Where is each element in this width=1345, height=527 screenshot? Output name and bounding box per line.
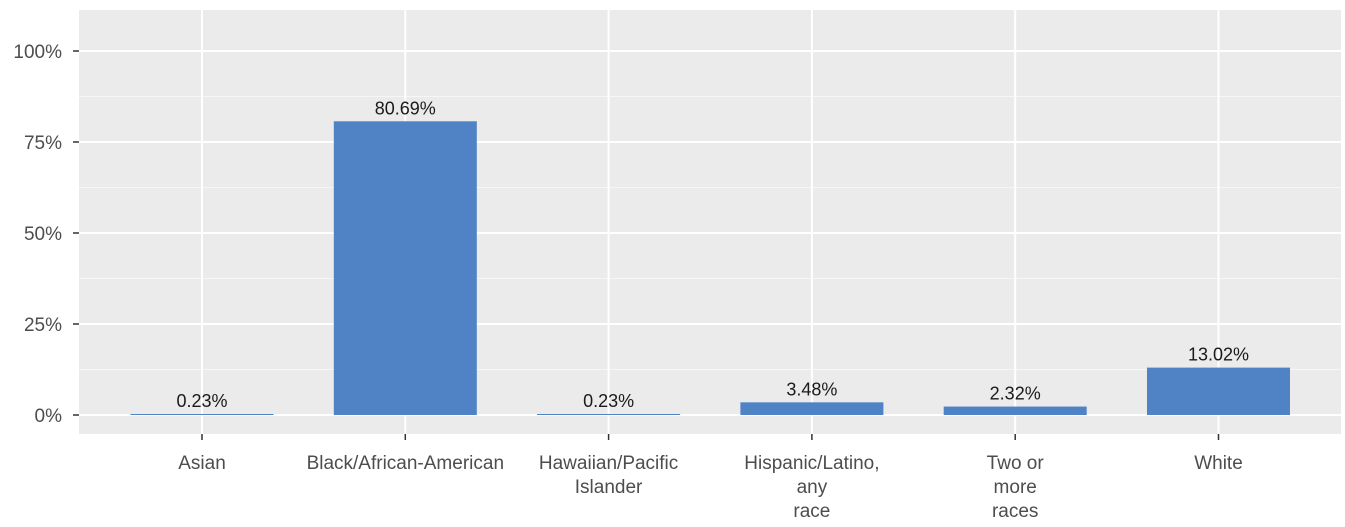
data-label: 0.23% xyxy=(583,391,634,411)
data-label: 2.32% xyxy=(990,384,1041,404)
x-tick-label-line: Two or xyxy=(987,453,1045,474)
plot-panel xyxy=(79,10,1341,434)
x-tick-label-line: Hispanic/Latino, xyxy=(744,453,879,474)
bar xyxy=(537,414,681,415)
x-tick-label: Asian xyxy=(178,453,226,474)
data-label: 80.69% xyxy=(375,98,436,118)
x-tick-label-line: Asian xyxy=(178,453,226,474)
x-tick-label-line: Black/African-American xyxy=(307,453,504,474)
bar xyxy=(943,406,1087,415)
x-tick-label-line: race xyxy=(793,501,830,522)
y-axis: 0% 25% 50% 75% 100% xyxy=(13,42,79,427)
x-tick-label: Black/African-American xyxy=(307,453,504,474)
y-tick-label: 0% xyxy=(35,406,63,427)
data-labels: 0.23% 80.69% 0.23% 3.48% 2.32% 13.02% xyxy=(176,98,1249,411)
y-tick-label: 25% xyxy=(24,315,62,336)
x-tick-label-line: any xyxy=(797,477,828,498)
x-tick-label-line: races xyxy=(992,501,1038,522)
y-tick-label: 75% xyxy=(24,133,62,154)
data-label: 3.48% xyxy=(786,379,837,399)
x-tick-label: White xyxy=(1194,453,1243,474)
x-tick-label: Hispanic/Latino, any race xyxy=(744,453,879,522)
x-tick-label: Two or more races xyxy=(987,453,1045,522)
x-tick-label-line: Hawaiian/Pacific xyxy=(539,453,678,474)
x-tick-label-line: more xyxy=(994,477,1037,498)
x-tick-label-line: Islander xyxy=(575,477,643,498)
bar xyxy=(333,121,477,416)
x-axis: Asian Black/African-American Hawaiian/Paci… xyxy=(178,434,1243,522)
y-tick-label: 100% xyxy=(13,42,62,63)
bar xyxy=(130,414,274,415)
bars xyxy=(130,121,1290,416)
y-tick-label: 50% xyxy=(24,224,62,245)
bar xyxy=(1147,367,1290,415)
bar xyxy=(740,402,884,415)
x-tick-label: Hawaiian/Pacific Islander xyxy=(539,453,678,498)
data-label: 13.02% xyxy=(1188,345,1249,365)
data-label: 0.23% xyxy=(176,391,227,411)
x-tick-label-line: White xyxy=(1194,453,1243,474)
